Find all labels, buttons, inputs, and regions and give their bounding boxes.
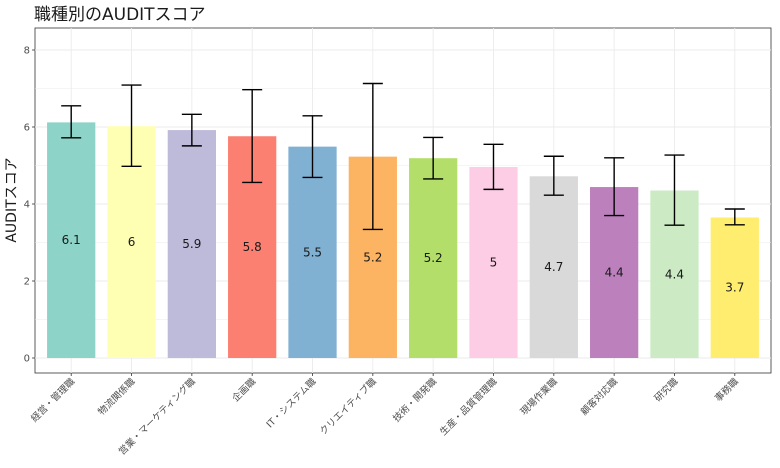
error-bars — [61, 82, 745, 231]
x-tick-label: 企画職 — [230, 375, 259, 404]
y-tick-label: 4 — [24, 200, 30, 211]
data-label: 5.9 — [182, 237, 201, 251]
bar — [469, 167, 518, 358]
bar — [288, 146, 337, 358]
x-tick-label: 現場作業職 — [518, 375, 560, 417]
data-label: 5 — [490, 256, 498, 270]
data-label: 4.4 — [665, 267, 684, 281]
bar — [167, 130, 216, 358]
y-tick-label: 0 — [24, 354, 30, 365]
data-label: 4.4 — [605, 266, 624, 280]
data-labels: 6.1 6 5.9 5.8 5.5 5.2 5.2 5 4.7 4.4 4.4 3.7 — [62, 233, 745, 295]
y-tick-label: 6 — [24, 123, 30, 134]
bar — [409, 158, 458, 358]
data-label: 6 — [128, 235, 136, 249]
data-label: 5.2 — [363, 250, 382, 264]
data-label: 6.1 — [62, 233, 81, 247]
y-tick-label: 2 — [24, 277, 30, 288]
y-tick-label: 8 — [24, 46, 30, 57]
x-tick-label: 顧客対応職 — [578, 375, 620, 417]
y-axis-ticks: 0 2 4 6 8 — [24, 46, 35, 365]
x-tick-label: 研究職 — [652, 375, 681, 404]
data-label: 5.8 — [243, 240, 262, 254]
x-tick-label: クリエイティブ職 — [317, 375, 379, 437]
bar — [529, 176, 578, 358]
chart-title: 職種別のAUDITスコア — [34, 5, 206, 25]
x-tick-label: 物流関係職 — [96, 375, 138, 417]
data-label: 4.7 — [544, 260, 563, 274]
plot-panel — [34, 27, 772, 374]
bar — [47, 122, 96, 358]
data-label: 5.5 — [303, 245, 322, 259]
data-label: 3.7 — [725, 281, 744, 295]
x-tick-label: IT・システム職 — [265, 376, 319, 430]
x-tick-label: 事務職 — [712, 375, 741, 404]
data-label: 5.2 — [424, 251, 443, 265]
x-tick-label: 技術・開発職 — [390, 375, 439, 424]
x-tick-label: 経営・管理職 — [29, 375, 78, 424]
y-axis-label: AUDITスコア — [4, 157, 20, 242]
bar — [710, 217, 759, 358]
x-tick-label: 生産・品質管理職 — [437, 375, 500, 438]
bars — [47, 122, 759, 358]
